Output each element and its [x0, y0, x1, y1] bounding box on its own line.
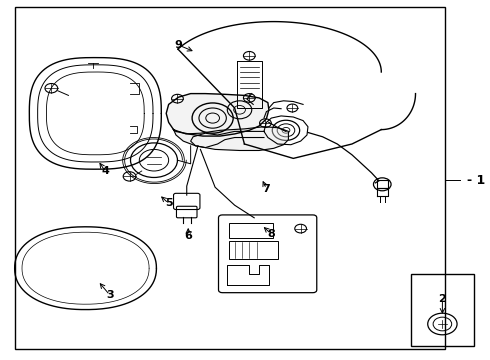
Text: 9: 9 — [174, 40, 182, 50]
Text: 3: 3 — [106, 290, 114, 300]
Polygon shape — [173, 127, 289, 150]
Text: 8: 8 — [268, 229, 275, 239]
Text: 5: 5 — [165, 198, 172, 208]
Bar — [229, 241, 278, 259]
Bar — [15, 7, 445, 349]
Text: - 1: - 1 — [467, 174, 485, 186]
Text: 4: 4 — [101, 166, 109, 176]
Bar — [229, 223, 273, 238]
Text: 2: 2 — [439, 294, 446, 304]
Text: 6: 6 — [184, 231, 192, 241]
Text: 7: 7 — [263, 184, 270, 194]
Bar — [411, 274, 474, 346]
Polygon shape — [166, 94, 269, 136]
